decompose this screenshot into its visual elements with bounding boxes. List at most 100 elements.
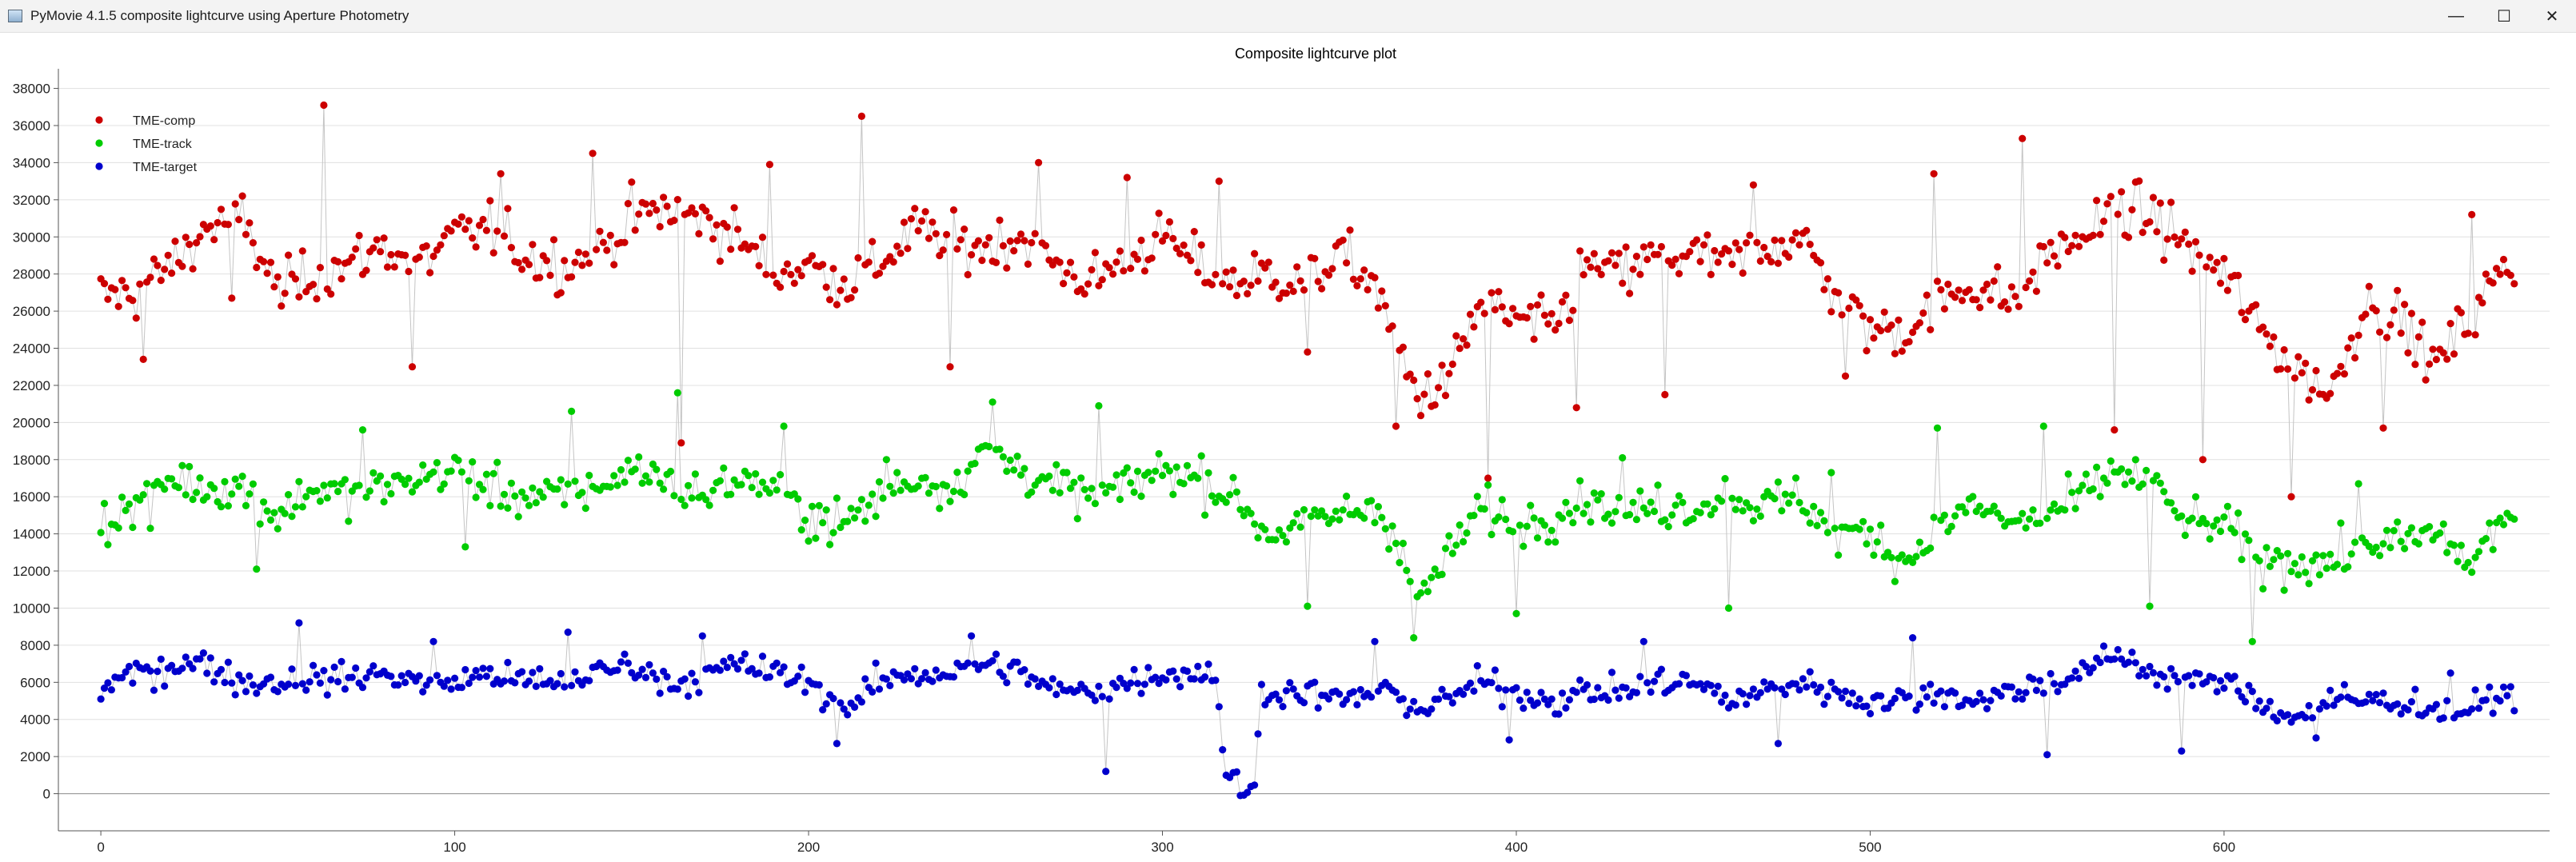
data-point (610, 472, 618, 480)
data-point (720, 464, 728, 473)
data-point (224, 658, 232, 666)
data-point (2290, 560, 2298, 568)
data-point (2499, 683, 2508, 691)
data-point (765, 489, 774, 497)
data-point (1466, 679, 1475, 688)
data-point (748, 484, 756, 492)
data-point (2213, 688, 2221, 696)
data-point (1438, 570, 1446, 579)
data-point (854, 253, 862, 262)
data-point (1183, 251, 1192, 259)
data-point (1781, 690, 1789, 699)
data-point (780, 422, 788, 430)
data-point (801, 688, 809, 696)
data-point (794, 265, 802, 273)
data-point (383, 481, 392, 489)
data-point (2203, 678, 2211, 686)
data-point (2266, 562, 2274, 571)
data-point (1583, 680, 1592, 689)
data-point (457, 468, 466, 476)
data-point (999, 453, 1007, 461)
data-point (1172, 675, 1180, 683)
data-point (1098, 481, 1106, 489)
data-point (1795, 498, 1803, 507)
data-point (437, 485, 445, 493)
data-point (525, 261, 533, 269)
data-point (797, 272, 805, 280)
data-point (1488, 289, 1496, 297)
minimize-button[interactable]: — (2448, 6, 2464, 25)
data-point (253, 263, 261, 272)
data-point (1774, 259, 1782, 267)
data-point (805, 537, 813, 545)
app-icon (8, 10, 22, 22)
data-point (1275, 294, 1284, 302)
data-point (1388, 322, 1396, 330)
data-point (1460, 690, 1468, 698)
data-point (2107, 457, 2115, 465)
data-point (1643, 509, 1651, 517)
data-point (107, 686, 115, 694)
data-point (1456, 521, 1464, 529)
data-point (2372, 307, 2380, 315)
data-point (1718, 497, 1726, 505)
data-point (1435, 695, 1443, 704)
data-point (681, 501, 689, 509)
data-point (1615, 249, 1623, 257)
data-point (444, 676, 452, 684)
data-point (1778, 237, 1786, 245)
data-point (1035, 682, 1043, 691)
data-point (1194, 662, 1202, 671)
data-point (2284, 365, 2292, 373)
data-point (1251, 249, 1259, 257)
data-point (2404, 349, 2412, 357)
data-point (1835, 289, 1843, 297)
data-point (1721, 691, 1729, 700)
data-point (2026, 515, 2034, 523)
data-point (1343, 696, 1351, 704)
data-point (278, 302, 286, 310)
data-point (1048, 675, 1056, 683)
data-point (249, 681, 257, 689)
data-point (2167, 664, 2175, 672)
data-point (1823, 692, 1831, 700)
y-tick-label: 38000 (13, 82, 50, 97)
data-point (497, 502, 505, 510)
data-point (1940, 305, 1948, 313)
data-point (2474, 548, 2483, 556)
maximize-button[interactable]: ☐ (2497, 7, 2511, 26)
data-point (154, 668, 162, 676)
data-point (1990, 502, 1998, 510)
data-point (1406, 705, 1414, 713)
y-tick-label: 26000 (13, 304, 50, 319)
data-point (1282, 538, 1290, 546)
data-point (1063, 269, 1071, 277)
close-button[interactable]: ✕ (2545, 7, 2559, 26)
data-point (2124, 468, 2133, 476)
data-point (1201, 673, 1209, 681)
lightcurve-plot[interactable]: Composite lightcurve plot 02000400060008… (0, 32, 2576, 862)
data-point (1466, 310, 1475, 318)
data-point (97, 529, 105, 537)
data-point (1626, 511, 1634, 519)
data-point (1711, 246, 1719, 255)
data-point (1714, 258, 1722, 266)
data-point (323, 494, 331, 502)
data-point (2471, 553, 2479, 561)
data-point (1841, 372, 1850, 380)
data-point (1909, 558, 1917, 567)
data-point (104, 541, 112, 549)
data-point (543, 257, 551, 265)
data-point (2277, 552, 2285, 560)
data-point (235, 482, 243, 490)
data-point (2032, 287, 2040, 295)
data-point (581, 250, 589, 258)
data-point (1972, 296, 1980, 304)
data-point (936, 252, 944, 260)
data-point (529, 484, 537, 492)
data-point (1632, 516, 1640, 524)
data-point (422, 681, 430, 689)
data-point (2478, 299, 2486, 307)
data-point (879, 494, 887, 502)
data-point (2131, 456, 2139, 464)
